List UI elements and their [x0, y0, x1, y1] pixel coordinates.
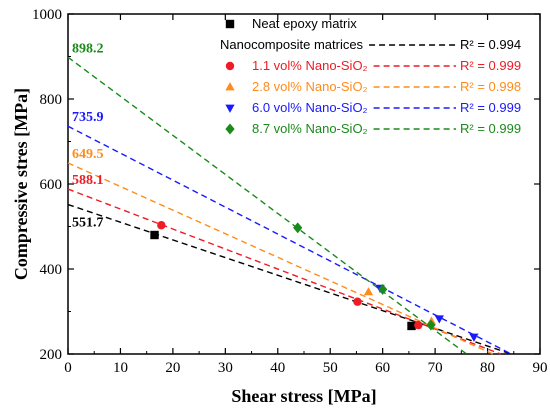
data-point-3	[434, 315, 444, 324]
x-tick-label: 80	[480, 360, 495, 376]
fit-line-0	[67, 203, 512, 355]
fit-line-4	[67, 56, 467, 355]
data-point-2	[363, 287, 374, 296]
intercept-label-2: 649.5	[72, 147, 104, 162]
intercept-label-0: 551.7	[72, 216, 104, 231]
fit-line-1	[67, 188, 501, 355]
data-point-1	[353, 297, 362, 306]
intercept-label-1: 588.1	[72, 173, 104, 188]
data-markers	[150, 221, 479, 342]
x-tick-label: 70	[428, 360, 443, 376]
x-tick-label: 50	[323, 360, 338, 376]
axes: 0 10 20 30 40 50 60 70 80 90 200 400 600 800 1000	[32, 7, 548, 376]
legend-group-label: Nanocomposite matrices	[220, 37, 364, 52]
legend-label-2: 2.8 vol% Nano-SiO₂	[252, 79, 368, 94]
legend-marker-3	[225, 104, 235, 113]
legend-r2-0: R² = 0.994	[460, 37, 521, 52]
y-axis-title: Compressive stres [MPa]	[11, 88, 31, 280]
legend-marker-0	[225, 19, 235, 29]
data-point-1	[414, 320, 423, 330]
data-point-4	[426, 319, 436, 331]
data-point-4	[378, 283, 388, 295]
fit-line-2	[67, 162, 494, 355]
y-tick-label: 600	[40, 177, 63, 193]
legend-r2-2: R² = 0.998	[460, 79, 521, 94]
x-tick-label: 40	[270, 360, 285, 376]
y-tick-label: 800	[40, 92, 63, 108]
data-point-1	[157, 221, 166, 230]
legend-r2-4: R² = 0.999	[460, 121, 521, 136]
x-tick-label: 90	[533, 360, 548, 376]
legend-label-0: Neat epoxy matrix	[252, 16, 357, 31]
x-tick-label: 30	[218, 360, 233, 376]
axis-titles: Shear stress [MPa] Compressive stres [MP…	[11, 88, 377, 406]
x-tick-label: 10	[113, 360, 128, 376]
fit-line-3	[67, 125, 512, 355]
legend-label-4: 8.7 vol% Nano-SiO₂	[252, 121, 368, 136]
x-tick-label: 60	[375, 360, 390, 376]
data-point-3	[469, 333, 479, 342]
data-point-4	[293, 222, 303, 234]
legend-r2-3: R² = 0.999	[460, 100, 521, 115]
legend-r2-1: R² = 0.999	[460, 58, 521, 73]
legend-marker-2	[225, 82, 235, 91]
x-tick-label: 20	[165, 360, 180, 376]
x-axis-title: Shear stress [MPa]	[231, 386, 376, 406]
legend-marker-4	[225, 123, 235, 135]
intercept-labels: 551.7 588.1 649.5 735.9 898.2	[72, 41, 104, 230]
data-point-0	[150, 230, 159, 240]
y-tick-label: 200	[40, 347, 63, 363]
y-tick-label: 400	[40, 262, 63, 278]
data-point-0	[407, 321, 416, 331]
legend-label-1: 1.1 vol% Nano-SiO₂	[252, 58, 368, 73]
y-tick-label: 1000	[32, 7, 62, 23]
x-tick-label: 0	[64, 360, 72, 376]
intercept-label-3: 735.9	[72, 110, 104, 125]
intercept-label-4: 898.2	[72, 41, 104, 56]
legend: Neat epoxy matrix Nanocomposite matrices R…	[220, 16, 521, 136]
legend-label-3: 6.0 vol% Nano-SiO₂	[252, 100, 368, 115]
legend-marker-1	[225, 61, 235, 71]
